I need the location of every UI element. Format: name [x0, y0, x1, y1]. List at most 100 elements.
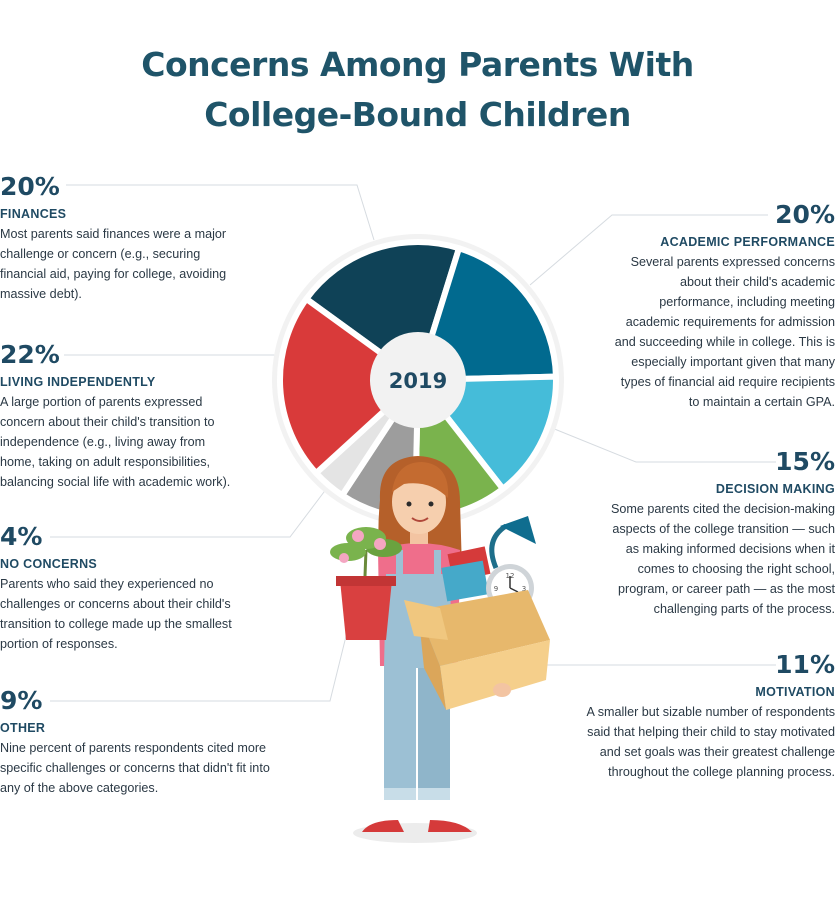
pie-chart: 2019 [272, 234, 564, 526]
desc-line: challenging parts of the process. [653, 602, 835, 616]
category-no-concerns: 4% NO CONCERNS Parents who said they exp… [0, 522, 270, 654]
desc-academic-performance: Several parents expressed concerns about… [575, 252, 835, 412]
percent-no-concerns: 4% [0, 522, 43, 551]
desc-line: and succeeding while in college. This is [614, 335, 835, 349]
desc-line: challenge or concern (e.g., securing [0, 247, 201, 261]
desk-lamp-icon [500, 516, 536, 544]
desc-line: academic requirements for admission [625, 315, 835, 329]
desc-line: transition to college made up the smalle… [0, 617, 232, 631]
percent-decision-making: 15% [775, 447, 835, 476]
desc-line: throughout the college planning process. [608, 765, 835, 779]
label-living-independently: LIVING INDEPENDENTLY [0, 375, 156, 389]
clock-digit-3: 3 [522, 585, 526, 593]
box-flap [404, 600, 448, 640]
leader-line-noconcerns [50, 487, 328, 538]
desc-line: said that helping their child to stay mo… [587, 725, 835, 739]
pie-center [370, 332, 466, 428]
desc-line: Nine percent of parents respondents cite… [0, 741, 267, 755]
desc-line: program, or career path — as the most [618, 582, 835, 596]
pot-rim [336, 576, 396, 586]
desc-line: especially important given that many [631, 355, 835, 369]
desc-line: types of financial aid require recipient… [620, 375, 835, 389]
box-top [418, 590, 550, 666]
cardboard-box-icon [440, 640, 550, 710]
desc-line: financial aid, paying for college, avoid… [0, 267, 227, 281]
label-no-concerns: NO CONCERNS [0, 557, 98, 571]
leader-line-other [50, 611, 353, 702]
percent-finances: 20% [0, 172, 60, 201]
left-cuff [384, 788, 416, 800]
category-other: 9% OTHER Nine percent of parents respond… [0, 686, 300, 798]
desc-other: Nine percent of parents respondents cite… [0, 738, 300, 798]
percent-other: 9% [0, 686, 43, 715]
pie-slice-living-independently [277, 295, 421, 477]
left-leg [384, 660, 416, 800]
right-cuff [418, 788, 450, 800]
percent-motivation: 11% [775, 650, 835, 679]
desc-line: Most parents said finances were a major [0, 227, 227, 241]
desc-line: Several parents expressed concerns [630, 255, 835, 269]
label-other: OTHER [0, 721, 46, 735]
left-eye [406, 501, 412, 507]
desc-line: massive debt). [0, 287, 82, 301]
category-academic-performance: 20% ACADEMIC PERFORMANCE Several parents… [575, 200, 835, 412]
right-eye [428, 501, 434, 507]
percent-living-independently: 22% [0, 340, 60, 369]
desc-finances: Most parents said finances were a major … [0, 224, 270, 304]
hair-front [392, 462, 449, 498]
desc-line: concern about their child's transition t… [0, 415, 215, 429]
girl-with-plant-and-box-illustration: 12 3 6 9 [330, 456, 550, 843]
desc-line: home, taking on adult responsibilities, [0, 455, 211, 469]
clock-digit-9: 9 [494, 585, 498, 593]
label-decision-making: DECISION MAKING [715, 482, 835, 496]
title-line-2: College-Bound Children [204, 95, 631, 134]
page-title: Concerns Among Parents With College-Boun… [0, 40, 835, 140]
desc-line: portion of responses. [0, 637, 118, 651]
plant-stem [363, 549, 368, 577]
desc-line: independence (e.g., living away from [0, 435, 206, 449]
flower [339, 553, 349, 563]
desc-line: aspects of the college transition — such [612, 522, 835, 536]
category-living-independently: 22% LIVING INDEPENDENTLY A large portion… [0, 340, 270, 492]
category-finances: 20% FINANCES Most parents said finances … [0, 172, 270, 304]
overall-strap-left [396, 550, 403, 580]
desc-line: challenges or concerns about their child… [0, 597, 231, 611]
lamp-arm [489, 523, 508, 569]
plant-pot [340, 580, 392, 640]
right-shoe [428, 820, 472, 832]
desc-line: to maintain a certain GPA. [688, 395, 835, 409]
pie-center-label: 2019 [389, 369, 447, 393]
desc-living-independently: A large portion of parents expressed con… [0, 392, 270, 492]
clock-hands [509, 576, 519, 593]
mouth [411, 517, 429, 522]
desc-line: Parents who said they experienced no [0, 577, 214, 591]
flower [374, 538, 386, 550]
leader-line-academic [529, 214, 768, 286]
label-academic-performance: ACADEMIC PERFORMANCE [660, 235, 835, 249]
label-finances: FINANCES [0, 207, 67, 221]
desc-line: A large portion of parents expressed [0, 395, 203, 409]
label-motivation: MOTIVATION [755, 685, 835, 699]
flower [352, 530, 364, 542]
leader-line-decision [551, 427, 776, 463]
desc-line: about their child's academic [679, 275, 835, 289]
desc-line: and set goals was their greatest challen… [599, 745, 835, 759]
desc-decision-making: Some parents cited the decision-making a… [565, 499, 835, 619]
desc-motivation: A smaller but sizable number of responde… [545, 702, 835, 782]
title-line-1: Concerns Among Parents With [141, 45, 694, 84]
category-decision-making: 15% DECISION MAKING Some parents cited t… [565, 447, 835, 619]
category-motivation: 11% MOTIVATION A smaller but sizable num… [545, 650, 835, 782]
leader-line-finances [66, 184, 375, 241]
desc-no-concerns: Parents who said they experienced no cha… [0, 574, 270, 654]
percent-academic-performance: 20% [775, 200, 835, 229]
desc-line: comes to choosing the right school, [637, 562, 835, 576]
desc-line: any of the above categories. [0, 781, 159, 795]
book-blue [441, 560, 489, 602]
left-shoe [362, 820, 404, 832]
desc-line: Some parents cited the decision-making [610, 502, 835, 516]
hand [493, 683, 511, 697]
desc-line: A smaller but sizable number of responde… [586, 705, 835, 719]
desc-line: specific challenges or concerns that did… [0, 761, 270, 775]
desc-line: as making informed decisions when it [625, 542, 835, 556]
desc-line: performance, including meeting [659, 295, 835, 309]
